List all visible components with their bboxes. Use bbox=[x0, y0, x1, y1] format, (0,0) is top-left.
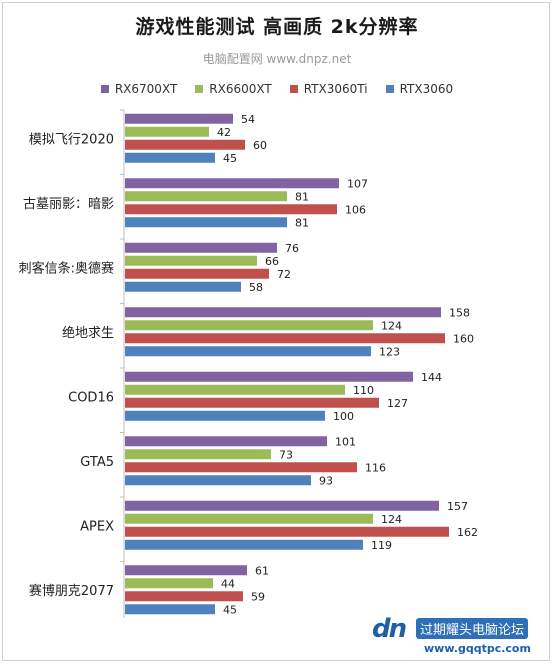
data-label: 110 bbox=[353, 384, 374, 397]
bar bbox=[125, 604, 215, 615]
bar bbox=[125, 500, 439, 511]
bar bbox=[125, 436, 327, 447]
bar bbox=[125, 333, 445, 344]
bar bbox=[125, 384, 345, 395]
legend-label: RTX3060Ti bbox=[303, 82, 368, 96]
chart-subtitle: 电脑配置网 www.dnpz.net bbox=[202, 52, 352, 66]
legend-label: RX6600XT bbox=[209, 82, 272, 96]
bar bbox=[125, 513, 373, 524]
site-watermark: dn 过期耀头电脑论坛 www.gqqtpc.com bbox=[372, 610, 548, 658]
bar bbox=[125, 268, 269, 279]
bar bbox=[125, 126, 209, 137]
bar bbox=[125, 152, 215, 163]
category-label: GTA5 bbox=[80, 455, 114, 470]
data-label: 81 bbox=[295, 216, 309, 229]
data-label: 45 bbox=[223, 603, 237, 616]
category-label: APEX bbox=[80, 519, 114, 534]
data-label: 124 bbox=[381, 319, 402, 332]
data-label: 158 bbox=[449, 306, 470, 319]
bar bbox=[125, 410, 325, 421]
bar bbox=[125, 591, 243, 602]
bar bbox=[125, 462, 357, 473]
category-label: 刺客信条:奥德赛 bbox=[19, 260, 114, 276]
data-label: 58 bbox=[249, 281, 263, 294]
bar bbox=[125, 307, 441, 318]
bar bbox=[125, 526, 449, 537]
data-label: 42 bbox=[217, 126, 231, 139]
category-label: 古墓丽影：暗影 bbox=[23, 197, 114, 212]
legend-label: RTX3060 bbox=[399, 82, 454, 96]
data-label: 72 bbox=[277, 268, 291, 281]
data-label: 93 bbox=[319, 474, 333, 487]
category-label: COD16 bbox=[68, 390, 114, 405]
bar bbox=[125, 217, 287, 228]
data-label: 60 bbox=[253, 139, 267, 152]
bar bbox=[125, 397, 379, 408]
bar bbox=[125, 475, 311, 486]
data-label: 160 bbox=[453, 332, 474, 345]
data-label: 66 bbox=[265, 255, 279, 268]
data-label: 101 bbox=[335, 435, 356, 448]
bar bbox=[125, 255, 257, 266]
data-label: 123 bbox=[379, 345, 400, 358]
category-label: 绝地求生 bbox=[62, 325, 114, 341]
legend-item-rtx3060: RTX3060 bbox=[385, 82, 454, 96]
data-label: 144 bbox=[421, 371, 442, 384]
data-label: 157 bbox=[447, 500, 468, 513]
chart-title: 游戏性能测试 高画质 2k分辨率 bbox=[135, 16, 419, 38]
bar bbox=[125, 539, 363, 550]
bar bbox=[125, 178, 339, 189]
legend-swatch bbox=[195, 85, 204, 93]
data-label: 73 bbox=[279, 448, 293, 461]
bar bbox=[125, 139, 245, 150]
data-label: 107 bbox=[347, 177, 368, 190]
legend-swatch bbox=[385, 85, 394, 93]
bar bbox=[125, 281, 241, 292]
bar bbox=[125, 204, 337, 215]
data-label: 76 bbox=[285, 242, 299, 255]
data-label: 81 bbox=[295, 190, 309, 203]
legend-swatch bbox=[100, 85, 109, 93]
data-label: 100 bbox=[333, 410, 354, 423]
data-label: 45 bbox=[223, 152, 237, 165]
bar bbox=[125, 242, 277, 253]
data-label: 162 bbox=[457, 526, 478, 539]
watermark-url: www.gqqtpc.com bbox=[424, 642, 531, 655]
bar bbox=[125, 578, 213, 589]
watermark-text: 过期耀头电脑论坛 bbox=[416, 618, 529, 639]
legend-item-rx6600xt: RX6600XT bbox=[195, 82, 272, 96]
legend-label: RX6700XT bbox=[114, 82, 178, 96]
data-label: 44 bbox=[221, 577, 235, 590]
watermark-logo: dn bbox=[372, 614, 407, 644]
legend-swatch bbox=[289, 85, 298, 93]
bar bbox=[125, 320, 373, 331]
bar bbox=[125, 113, 233, 124]
data-label: 54 bbox=[241, 113, 255, 126]
bar bbox=[125, 371, 413, 382]
category-label: 模拟飞行2020 bbox=[29, 132, 114, 147]
data-label: 59 bbox=[251, 590, 265, 603]
legend-item-rx6700xt: RX6700XT bbox=[100, 82, 178, 96]
category-label: 赛博朋克2077 bbox=[29, 583, 114, 599]
data-label: 127 bbox=[387, 397, 408, 410]
data-label: 106 bbox=[345, 203, 366, 216]
bar bbox=[125, 565, 247, 576]
bar bbox=[125, 191, 287, 202]
data-label: 119 bbox=[371, 539, 392, 552]
bar bbox=[125, 449, 271, 460]
bar bbox=[125, 346, 371, 357]
data-label: 61 bbox=[255, 564, 269, 577]
legend-item-rtx3060ti: RTX3060Ti bbox=[289, 82, 368, 96]
chart-legend: RX6700XT RX6600XT RTX3060Ti RTX3060 bbox=[0, 82, 554, 96]
data-label: 124 bbox=[381, 513, 402, 526]
data-label: 116 bbox=[365, 461, 386, 474]
